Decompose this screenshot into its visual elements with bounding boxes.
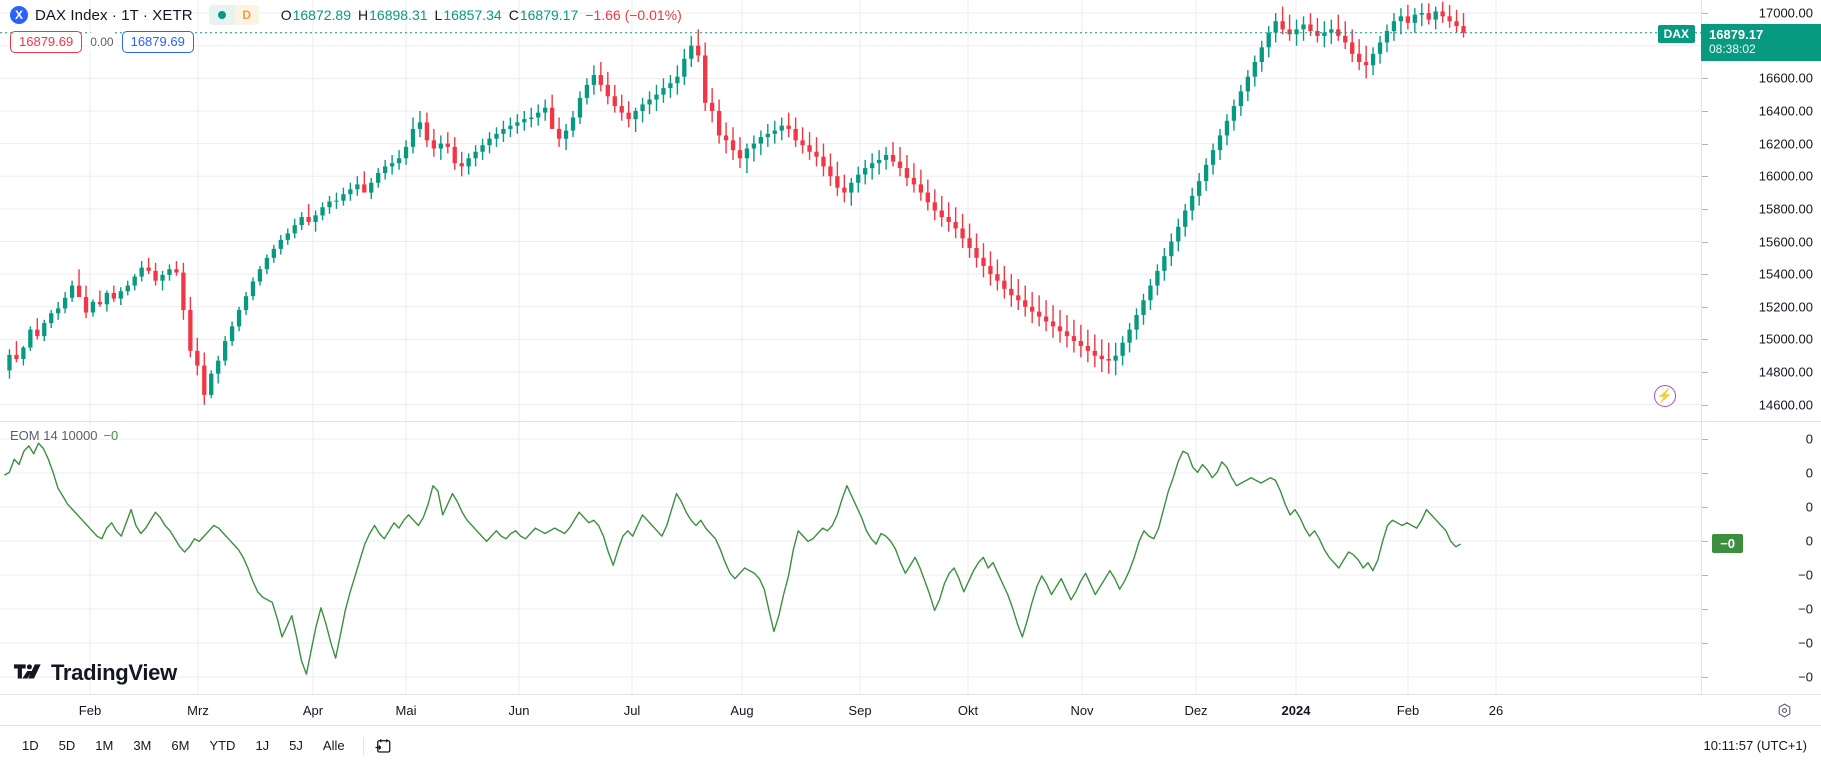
eom-axis-tick: 0 (1805, 499, 1813, 515)
brand-name: TradingView (51, 660, 177, 685)
eom-legend-label: EOM 14 10000 (10, 428, 98, 443)
pane-divider[interactable] (0, 421, 1821, 422)
range-button-1m[interactable]: 1M (95, 738, 114, 753)
price-axis-tick: 16400.00 (1758, 103, 1813, 119)
eom-legend-value: −0 (103, 428, 119, 443)
eom-axis-tickmark (1702, 643, 1708, 644)
eom-axis-tickmark (1702, 609, 1708, 610)
time-axis[interactable]: Feb Mrz Apr Mai Jun Jul Aug Sep Okt Nov Dez 2024 Feb… (0, 694, 1821, 725)
range-button-5j[interactable]: 5J (289, 738, 303, 753)
sell-price-tag[interactable]: 16879.69 (10, 31, 83, 53)
range-button-3m[interactable]: 3M (133, 738, 152, 753)
dax-symbol-tag[interactable]: DAX (1657, 24, 1695, 43)
price-axis-tick: 16200.00 (1758, 136, 1813, 152)
eom-axis-tickmark (1702, 439, 1708, 440)
price-axis-tickmark (1702, 372, 1708, 374)
time-axis-label: Nov (1070, 703, 1094, 718)
price-axis-tickmark (1702, 143, 1708, 145)
time-axis-label: Feb (78, 703, 102, 718)
time-axis-label: Feb (1396, 703, 1420, 718)
time-axis-label: Okt (957, 703, 979, 718)
eom-axis-tick: −0 (1798, 601, 1813, 617)
time-axis-label: 26 (1488, 703, 1504, 718)
eom-axis-tick: 0 (1805, 533, 1813, 549)
bottom-toolbar: 1D 5D 1M 3M 6M YTD 1J 5J Alle 10:11:57 (UTC+1) (0, 725, 1821, 765)
eom-value-bubble[interactable]: −0 (1712, 534, 1743, 554)
price-axis-tickmark (1702, 176, 1708, 178)
range-button-1j[interactable]: 1J (255, 738, 270, 753)
price-axis-tick: 17000.00 (1758, 5, 1813, 21)
range-button-6m[interactable]: 6M (171, 738, 190, 753)
current-price-time: 08:38:02 (1709, 41, 1756, 56)
price-pane[interactable]: 17000.0016800.0016600.0016400.0016200.00… (0, 0, 1821, 421)
chart-panes: 17000.0016800.0016600.0016400.0016200.00… (0, 0, 1821, 694)
time-axis-label: Mai (395, 703, 417, 718)
eom-pane[interactable]: EOM 14 10000 −0 0 0 0 0 −0 −0 −0 −0 TradingView … (0, 422, 1821, 694)
time-axis-label: Dez (1184, 703, 1208, 718)
eom-axis-tick: 0 (1805, 431, 1813, 447)
range-buttons: 1D 5D 1M 3M 6M YTD 1J 5J Alle (14, 734, 353, 757)
eom-gridlines (0, 422, 1701, 694)
tradingview-logo (14, 663, 41, 678)
price-axis-tick: 16000.00 (1758, 168, 1813, 184)
price-axis-tickmark (1702, 404, 1708, 406)
candlestick-series (0, 1, 1701, 405)
lightning-icon[interactable]: ⚡ (1654, 385, 1676, 407)
eom-plot-area[interactable] (0, 422, 1701, 694)
time-axis-label: Sep (848, 703, 872, 718)
price-axis-tick: 15800.00 (1758, 201, 1813, 217)
price-axis-tickmark (1702, 13, 1708, 15)
price-axis-tick: 15200.00 (1758, 299, 1813, 315)
buy-price-tag[interactable]: 16879.69 (121, 31, 194, 53)
time-axis-label: Apr (302, 703, 324, 718)
eom-axis-tick: 0 (1805, 465, 1813, 481)
spread-value: 0.00 (88, 32, 116, 52)
chart-settings-icon[interactable] (1776, 702, 1793, 719)
price-axis-tick: 14600.00 (1758, 397, 1813, 413)
price-axis-tick: 15400.00 (1758, 266, 1813, 282)
price-axis-tickmark (1702, 339, 1708, 341)
price-plot-area[interactable] (0, 0, 1701, 421)
price-axis-tickmark (1702, 110, 1708, 112)
price-axis-tickmark (1702, 306, 1708, 308)
eom-line-series (4, 442, 1461, 675)
eom-axis-tickmark (1702, 677, 1708, 678)
price-axis-tick: 15600.00 (1758, 234, 1813, 249)
clock-status: 10:11:57 (UTC+1) (1703, 738, 1807, 753)
eom-axis-tickmark (1702, 473, 1708, 474)
price-gridlines (0, 0, 1701, 421)
eom-axis-tickmark (1702, 541, 1708, 542)
price-axis-tickmark (1702, 78, 1708, 80)
range-button-1d[interactable]: 1D (22, 738, 39, 753)
eom-axis-tick: −0 (1798, 669, 1813, 685)
buy-sell-tags: 16879.69 0.00 16879.69 (10, 31, 194, 53)
eom-axis[interactable]: 0 0 0 0 −0 −0 −0 −0 (1701, 422, 1821, 694)
current-price-bubble[interactable]: 16879.17 08:38:02 (1701, 23, 1821, 61)
current-price-value: 16879.17 (1709, 26, 1764, 42)
time-axis-label: Mrz (187, 703, 209, 718)
goto-date-icon[interactable] (374, 737, 392, 755)
time-axis-label: 2024 (1281, 703, 1311, 718)
time-axis-label: Aug (730, 703, 754, 718)
range-button-5d[interactable]: 5D (58, 738, 76, 753)
eom-legend[interactable]: EOM 14 10000 −0 (10, 428, 118, 443)
range-button-ytd[interactable]: YTD (209, 738, 236, 753)
eom-axis-tickmark (1702, 507, 1708, 508)
time-axis-label: Jul (623, 703, 641, 718)
price-axis[interactable]: 17000.0016800.0016600.0016400.0016200.00… (1701, 0, 1821, 421)
eom-axis-tick: −0 (1798, 567, 1813, 583)
price-axis-tickmark (1702, 241, 1708, 243)
range-button-alle[interactable]: Alle (322, 738, 345, 753)
price-axis-tickmark (1702, 208, 1708, 210)
price-axis-tick: 14800.00 (1758, 364, 1813, 380)
tradingview-branding: TradingView (14, 660, 177, 686)
price-axis-tick: 16600.00 (1758, 70, 1813, 86)
price-axis-tick: 15000.00 (1758, 331, 1813, 347)
eom-axis-tickmark (1702, 575, 1708, 576)
time-axis-label: Jun (508, 703, 530, 718)
eom-axis-tick: −0 (1798, 635, 1813, 651)
toolbar-divider (362, 736, 364, 755)
price-axis-tickmark (1702, 274, 1708, 276)
